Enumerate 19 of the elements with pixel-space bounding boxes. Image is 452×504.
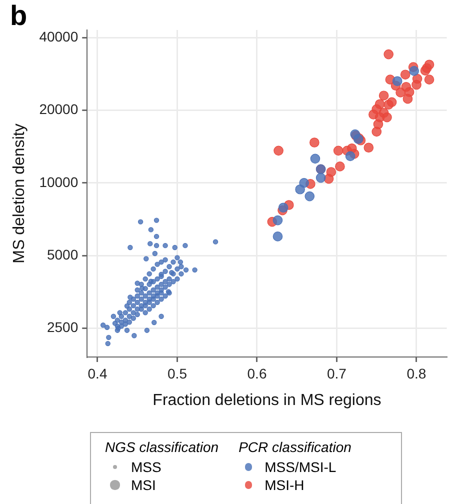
- x-tick-label: 0.4: [88, 365, 108, 382]
- legend-title: PCR classification: [238, 439, 352, 455]
- x-tick-label: 0.7: [327, 365, 347, 382]
- y-axis-title: MS deletion density: [11, 124, 28, 264]
- chart-title: b: [10, 0, 28, 32]
- x-axis-title: Fraction deletions in MS regions: [152, 392, 382, 409]
- legend-label: MSI-H: [264, 477, 304, 493]
- y-tick-label: 5000: [46, 246, 78, 262]
- legend-label: MSS/MSI-L: [264, 459, 336, 475]
- y-tick-label: 2500: [46, 319, 78, 336]
- text: NGS classification: [105, 439, 219, 455]
- x-tick-label: 0.8: [406, 365, 426, 382]
- x-tick-label: 0.6: [247, 365, 267, 382]
- legend-label: MSS: [131, 459, 162, 475]
- y-tick-label: 20000: [39, 101, 78, 118]
- y-tick-label: 10000: [39, 174, 78, 190]
- y-tick-label: 40000: [39, 28, 78, 44]
- x-tick-label: 0.5: [168, 365, 188, 382]
- legend-label: MSI: [131, 477, 156, 493]
